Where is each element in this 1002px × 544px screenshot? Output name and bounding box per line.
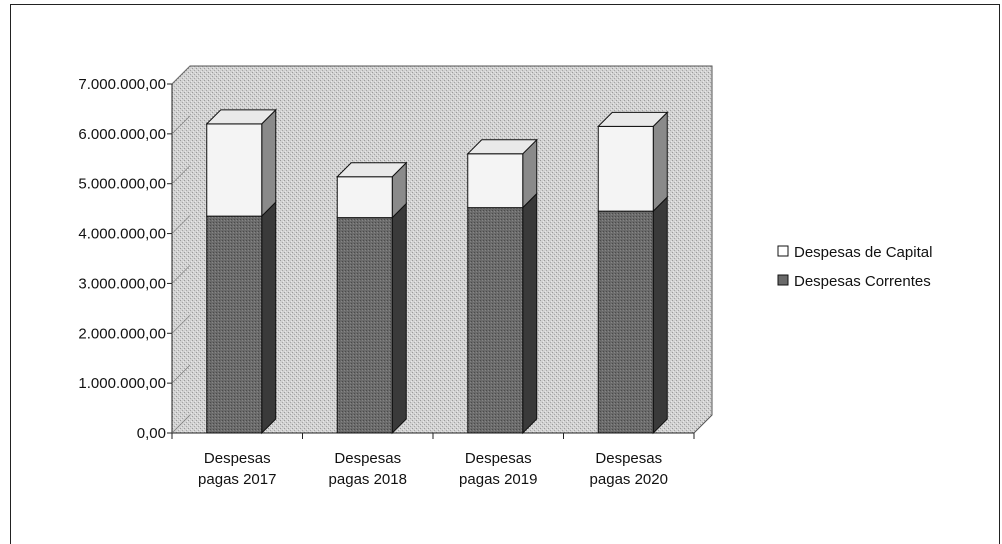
- x-category-label: Despesas pagas 2019: [459, 450, 537, 488]
- legend-swatch: [777, 274, 789, 286]
- y-tick-label: 1.000.000,00: [78, 375, 166, 392]
- bar-segment-capital: [597, 125, 654, 212]
- y-tick-label: 5.000.000,00: [78, 176, 166, 193]
- y-tick-depth: [171, 414, 191, 434]
- bar-segment-capital-side: [652, 111, 668, 213]
- legend-label: Despesas de Capital: [794, 244, 932, 261]
- y-tick-label: 4.000.000,00: [78, 226, 166, 243]
- y-tick-label: 2.000.000,00: [78, 325, 166, 342]
- legend: Despesas de Capital Despesas Correntes: [777, 244, 932, 290]
- bar-segment-correntes: [597, 210, 654, 434]
- x-category-label: Despesas pagas 2018: [329, 450, 407, 488]
- y-tick-depth: [171, 165, 191, 184]
- bar-top: [597, 111, 669, 127]
- bar-top: [336, 162, 408, 178]
- x-category-label-line: pagas 2017: [198, 471, 276, 488]
- bar-top: [205, 109, 277, 125]
- bar-segment-correntes-side: [652, 195, 668, 435]
- bar-top: [466, 139, 538, 155]
- x-category-label-line: Despesas: [204, 450, 271, 467]
- y-tick-depth: [171, 315, 191, 334]
- bar-segment-correntes: [467, 207, 524, 434]
- y-tick-depth: [171, 364, 191, 384]
- legend-swatch: [777, 245, 789, 257]
- y-tick-label: 7.000.000,00: [78, 76, 166, 93]
- y-tick-depth: [171, 215, 191, 234]
- bar-segment-correntes: [336, 217, 393, 434]
- bar-segment-correntes-side: [261, 200, 277, 435]
- bar-segment-correntes: [206, 215, 263, 434]
- x-category-label: Despesas pagas 2020: [590, 450, 668, 488]
- y-tick-label: 3.000.000,00: [78, 275, 166, 292]
- axis-labels: 0,00 1.000.000,00 2.000.000,00 3.000.000,00…: [78, 76, 668, 488]
- x-category-label-line: Despesas: [465, 450, 532, 467]
- bar-segment-capital: [206, 123, 263, 217]
- x-category-label-line: pagas 2020: [590, 471, 668, 488]
- y-tick-depth: [171, 65, 191, 85]
- y-tick-depth: [171, 115, 191, 135]
- x-category-label-line: Despesas: [334, 450, 401, 467]
- bar-segment-capital-side: [261, 108, 277, 218]
- x-category-label: Despesas pagas 2017: [198, 450, 276, 488]
- bars: [205, 108, 669, 435]
- chart-frame: [10, 4, 1000, 544]
- bar-segment-capital: [336, 176, 393, 219]
- x-category-label-line: pagas 2019: [459, 471, 537, 488]
- bar-segment-correntes-side: [522, 192, 538, 435]
- bar-segment-capital: [467, 153, 524, 209]
- legend-label: Despesas Correntes: [794, 273, 931, 290]
- y-tick-label: 6.000.000,00: [78, 126, 166, 143]
- bar-segment-correntes-side: [391, 202, 407, 435]
- y-tick-depth: [171, 265, 191, 284]
- x-category-label-line: pagas 2018: [329, 471, 407, 488]
- y-tick-label: 0,00: [137, 425, 166, 442]
- x-category-label-line: Despesas: [595, 450, 662, 467]
